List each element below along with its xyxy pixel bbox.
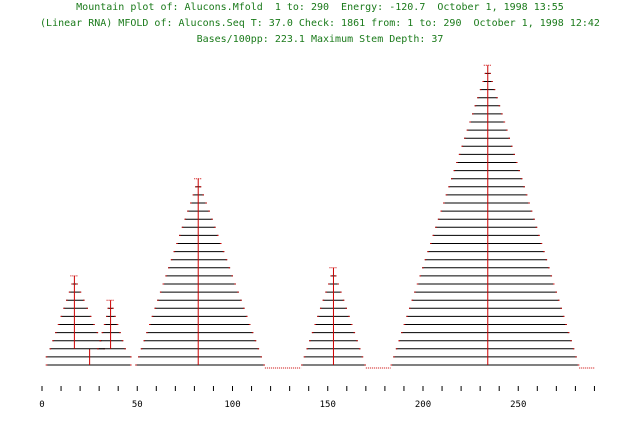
plot-title-line1: Mountain plot of: Alucons.Mfold 1 to: 29… xyxy=(76,2,564,13)
plot-title-line3: Bases/100pp: 223.1 Maximum Stem Depth: 3… xyxy=(196,34,444,45)
x-tick-label-200: 200 xyxy=(415,400,431,410)
x-tick-label-50: 50 xyxy=(132,400,143,410)
plot-title-line2: (Linear RNA) MFOLD of: Alucons.Seq T: 37… xyxy=(40,18,600,29)
x-tick-label-0: 0 xyxy=(39,400,44,410)
x-tick-label-250: 250 xyxy=(510,400,526,410)
x-tick-label-100: 100 xyxy=(224,400,240,410)
x-tick-label-150: 150 xyxy=(320,400,336,410)
